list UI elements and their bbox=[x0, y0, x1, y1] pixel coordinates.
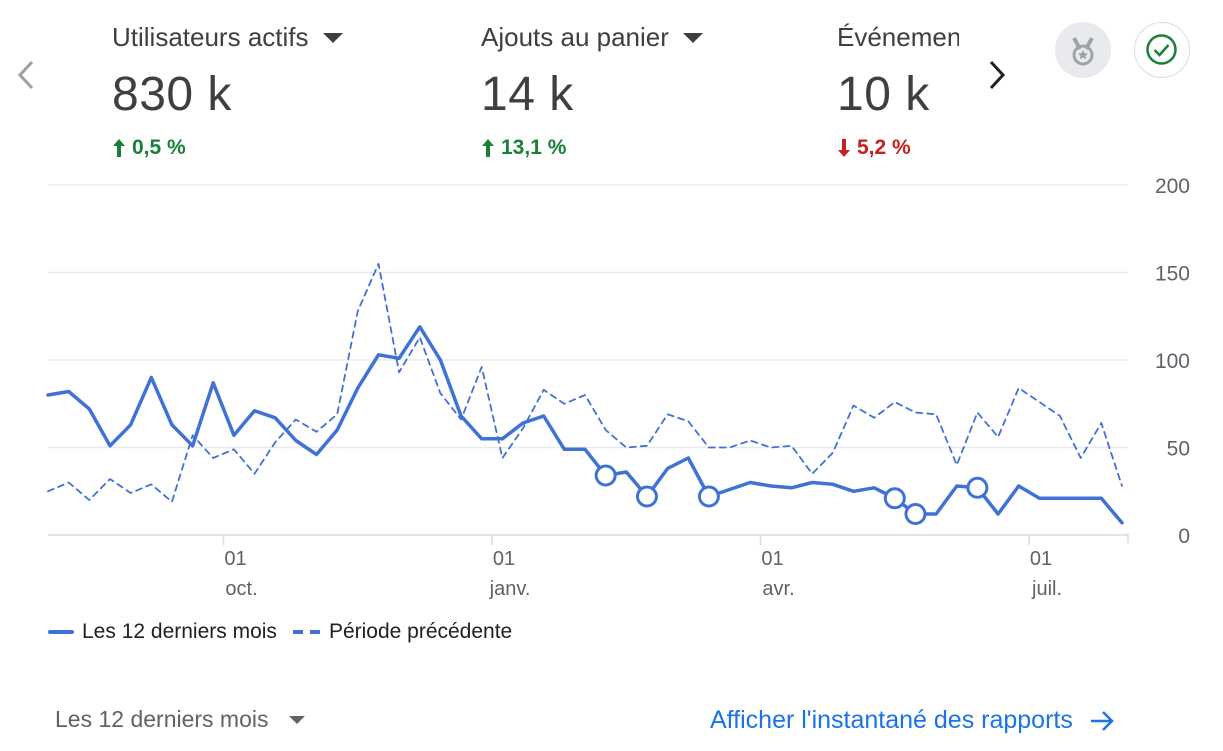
x-tick-day: 01 bbox=[1030, 548, 1052, 570]
legend-label: Période précédente bbox=[328, 620, 513, 643]
x-tick-month: oct. bbox=[225, 578, 257, 600]
anomaly-marker bbox=[966, 476, 989, 499]
anomaly-marker bbox=[904, 503, 927, 525]
metric-value: 830 k bbox=[112, 68, 232, 121]
legend-swatch-dashed bbox=[292, 630, 321, 634]
metric-card-active-users[interactable]: Utilisateurs actifs 830 k 0,5 % bbox=[112, 22, 343, 160]
period-selector[interactable]: Les 12 derniers mois bbox=[55, 706, 305, 733]
series-line-previous bbox=[47, 262, 1123, 503]
legend-item-current[interactable]: Les 12 derniers mois bbox=[48, 620, 277, 644]
y-tick-label: 100 bbox=[1155, 350, 1190, 373]
metric-card-add-to-cart[interactable]: Ajouts au panier 14 k 13,1 % bbox=[481, 22, 703, 160]
medal-icon[interactable] bbox=[1055, 22, 1111, 78]
arrow-up-icon bbox=[482, 139, 494, 157]
prev-metrics-button[interactable] bbox=[14, 58, 40, 92]
x-tick-day: 01 bbox=[224, 548, 246, 570]
arrow-right-icon bbox=[1090, 710, 1114, 731]
x-tick-day: 01 bbox=[761, 548, 783, 570]
metric-change: 13,1 % bbox=[481, 136, 703, 160]
metric-label: Événemen bbox=[837, 22, 959, 52]
view-reports-snapshot-link[interactable]: Afficher l'instantané des rapports bbox=[710, 706, 1115, 735]
metric-change: 0,5 % bbox=[112, 136, 343, 160]
x-tick-month: janv. bbox=[489, 578, 531, 600]
x-tick-day: 01 bbox=[493, 548, 515, 570]
line-chart: 200 150 100 50 0 01 oct. 01 janv. 01 avr. 01 juil. bbox=[46, 175, 1190, 600]
chart-legend: Les 12 derniers mois Période précédente bbox=[48, 620, 528, 644]
next-metrics-button[interactable] bbox=[984, 58, 1010, 92]
metric-card-events[interactable]: Événemen 10 k 5,2 % bbox=[837, 22, 959, 160]
x-tick-month: juil. bbox=[1031, 578, 1062, 600]
series-line-current bbox=[46, 325, 1124, 525]
chevron-right-icon bbox=[989, 60, 1006, 90]
metric-label: Utilisateurs actifs bbox=[112, 22, 309, 52]
y-tick-label: 150 bbox=[1155, 263, 1190, 286]
arrow-up-icon bbox=[113, 139, 125, 157]
legend-item-previous[interactable]: Période précédente bbox=[292, 620, 513, 644]
y-tick-label: 50 bbox=[1167, 438, 1190, 461]
metric-change-value: 5,2 % bbox=[857, 136, 911, 159]
legend-label: Les 12 derniers mois bbox=[82, 620, 277, 643]
metric-change: 5,2 % bbox=[837, 136, 959, 160]
arrow-down-icon bbox=[838, 139, 850, 157]
anomaly-marker bbox=[635, 485, 658, 508]
y-tick-label: 200 bbox=[1155, 175, 1190, 198]
x-tick-month: avr. bbox=[762, 578, 794, 600]
caret-down-icon[interactable] bbox=[682, 32, 703, 43]
anomaly-marker bbox=[883, 487, 906, 510]
metric-value: 10 k bbox=[837, 68, 930, 121]
metric-value: 14 k bbox=[481, 68, 574, 121]
anomaly-marker bbox=[697, 485, 720, 508]
metric-label: Ajouts au panier bbox=[481, 22, 669, 52]
caret-down-icon bbox=[288, 715, 305, 724]
y-tick-label: 0 bbox=[1178, 525, 1190, 548]
check-circle-icon[interactable] bbox=[1134, 22, 1190, 78]
anomaly-marker bbox=[594, 464, 617, 487]
chevron-left-icon bbox=[17, 60, 34, 90]
period-selector-label: Les 12 derniers mois bbox=[55, 706, 269, 732]
view-reports-snapshot-label: Afficher l'instantané des rapports bbox=[710, 706, 1073, 734]
legend-swatch-solid bbox=[48, 630, 74, 634]
caret-down-icon[interactable] bbox=[322, 32, 343, 43]
metric-change-value: 0,5 % bbox=[132, 136, 186, 159]
metric-change-value: 13,1 % bbox=[501, 136, 567, 159]
